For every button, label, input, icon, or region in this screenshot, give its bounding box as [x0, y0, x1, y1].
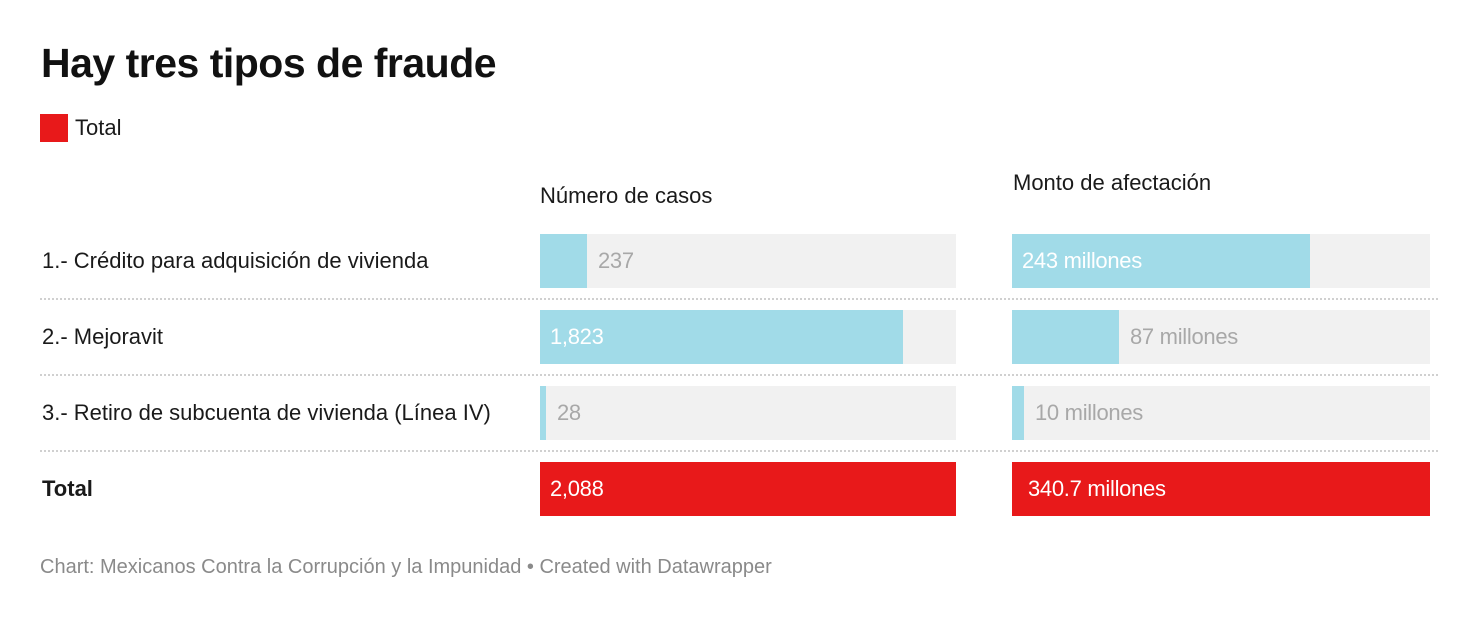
data-label: 340.7 millones — [1028, 476, 1166, 501]
bar — [540, 386, 546, 440]
bar — [540, 234, 587, 288]
data-label: 28 — [557, 400, 581, 425]
bar-track: 2,088 — [540, 462, 956, 516]
row-label: Total — [42, 476, 93, 501]
bar-track: 1,823 — [540, 310, 956, 364]
data-label: 10 millones — [1035, 400, 1143, 425]
data-label: 87 millones — [1130, 324, 1238, 349]
row-label: 1.- Crédito para adquisición de vivienda — [42, 248, 429, 273]
bar — [1012, 386, 1024, 440]
legend-swatch — [40, 114, 68, 142]
data-label: 2,088 — [550, 476, 604, 501]
bar-track: 237 — [540, 234, 956, 288]
data-label: 1,823 — [550, 324, 604, 349]
bar-track: 87 millones — [1012, 310, 1430, 364]
bar — [1012, 310, 1119, 364]
table-row: 2.- Mejoravit 1,823 87 millones — [40, 310, 1430, 364]
table-row: 1.- Crédito para adquisición de vivienda… — [40, 234, 1430, 288]
table-row: 3.- Retiro de subcuenta de vivienda (Lín… — [40, 386, 1430, 440]
chart-title: Hay tres tipos de fraude — [41, 40, 497, 86]
legend-label: Total — [75, 115, 122, 140]
row-divider — [40, 450, 1438, 452]
data-label: 237 — [598, 248, 634, 273]
row-label: 2.- Mejoravit — [42, 324, 164, 349]
table-row: Total 2,088 340.7 millones — [40, 462, 1430, 516]
column-header-monto: Monto de afectación — [1013, 170, 1212, 195]
bar — [540, 462, 956, 516]
data-label: 243 millones — [1022, 248, 1142, 273]
row-divider — [40, 374, 1438, 376]
bar-track: 340.7 millones — [1012, 462, 1430, 516]
bar — [540, 310, 903, 364]
row-label: 3.- Retiro de subcuenta de vivienda (Lín… — [42, 400, 491, 425]
bar-track: 10 millones — [1012, 386, 1430, 440]
chart-footer: Chart: Mexicanos Contra la Corrupción y … — [40, 556, 772, 578]
bar — [1012, 462, 1430, 516]
legend: Total — [40, 114, 121, 142]
bar-track: 28 — [540, 386, 956, 440]
bar — [1012, 234, 1310, 288]
bar-track: 243 millones — [1012, 234, 1430, 288]
column-header-casos: Número de casos — [540, 183, 713, 208]
row-divider — [40, 298, 1438, 300]
